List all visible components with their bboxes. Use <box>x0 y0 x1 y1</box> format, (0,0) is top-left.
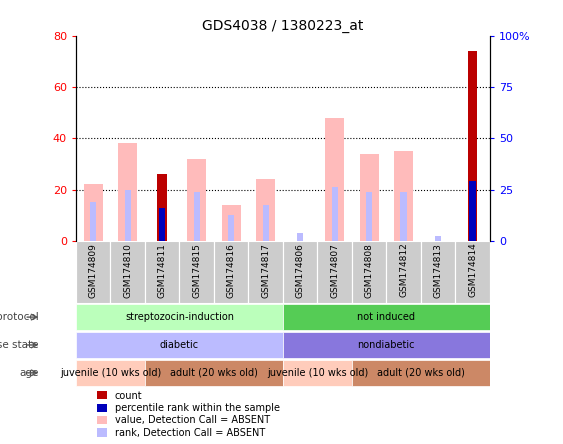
Bar <box>283 332 490 358</box>
Text: GSM174813: GSM174813 <box>434 243 443 297</box>
Bar <box>159 208 166 241</box>
Text: GSM174817: GSM174817 <box>261 243 270 297</box>
Text: disease state: disease state <box>0 340 39 350</box>
Bar <box>145 360 283 386</box>
Bar <box>158 174 167 241</box>
Bar <box>468 51 477 241</box>
Bar <box>124 190 131 241</box>
Text: GSM174808: GSM174808 <box>365 243 374 297</box>
Bar <box>352 360 490 386</box>
Bar <box>352 241 386 303</box>
Bar <box>421 241 455 303</box>
Bar <box>470 181 476 241</box>
Text: protocol: protocol <box>0 312 39 322</box>
Bar <box>394 151 413 241</box>
Text: GSM174809: GSM174809 <box>89 243 98 297</box>
Bar <box>283 360 352 386</box>
Text: GSM174812: GSM174812 <box>399 243 408 297</box>
Text: GSM174806: GSM174806 <box>296 243 305 297</box>
Bar <box>228 215 234 241</box>
Bar <box>76 241 110 303</box>
Bar <box>110 241 145 303</box>
Text: GSM174816: GSM174816 <box>227 243 236 297</box>
Text: GSM174807: GSM174807 <box>330 243 339 297</box>
Text: nondiabetic: nondiabetic <box>358 340 415 350</box>
Text: GSM174810: GSM174810 <box>123 243 132 297</box>
Bar <box>214 241 248 303</box>
Text: diabetic: diabetic <box>160 340 199 350</box>
Bar <box>283 304 490 330</box>
Bar <box>180 241 214 303</box>
Bar <box>76 332 283 358</box>
Text: not induced: not induced <box>358 312 415 322</box>
Text: adult (20 wks old): adult (20 wks old) <box>170 368 258 378</box>
Text: GSM174811: GSM174811 <box>158 243 167 297</box>
Bar <box>187 159 206 241</box>
Text: adult (20 wks old): adult (20 wks old) <box>377 368 465 378</box>
Bar <box>297 233 303 241</box>
Bar <box>194 192 200 241</box>
Bar <box>455 241 490 303</box>
Bar <box>256 179 275 241</box>
Text: GSM174814: GSM174814 <box>468 243 477 297</box>
Bar <box>262 205 269 241</box>
Legend: count, percentile rank within the sample, value, Detection Call = ABSENT, rank, : count, percentile rank within the sample… <box>97 391 280 438</box>
Bar <box>222 205 240 241</box>
Bar <box>360 154 378 241</box>
Bar <box>332 187 338 241</box>
Bar <box>318 241 352 303</box>
Bar <box>84 184 102 241</box>
Bar <box>118 143 137 241</box>
Text: juvenile (10 wks old): juvenile (10 wks old) <box>60 368 161 378</box>
Title: GDS4038 / 1380223_at: GDS4038 / 1380223_at <box>202 19 364 33</box>
Text: streptozocin-induction: streptozocin-induction <box>125 312 234 322</box>
Bar <box>435 236 441 241</box>
Bar <box>366 192 372 241</box>
Text: juvenile (10 wks old): juvenile (10 wks old) <box>267 368 368 378</box>
Bar <box>145 241 180 303</box>
Bar <box>400 192 406 241</box>
Bar <box>76 360 145 386</box>
Text: GSM174815: GSM174815 <box>192 243 201 297</box>
Bar <box>283 241 318 303</box>
Bar <box>76 304 283 330</box>
Bar <box>325 118 344 241</box>
Bar <box>386 241 421 303</box>
Text: age: age <box>19 368 39 378</box>
Bar <box>90 202 96 241</box>
Bar <box>248 241 283 303</box>
